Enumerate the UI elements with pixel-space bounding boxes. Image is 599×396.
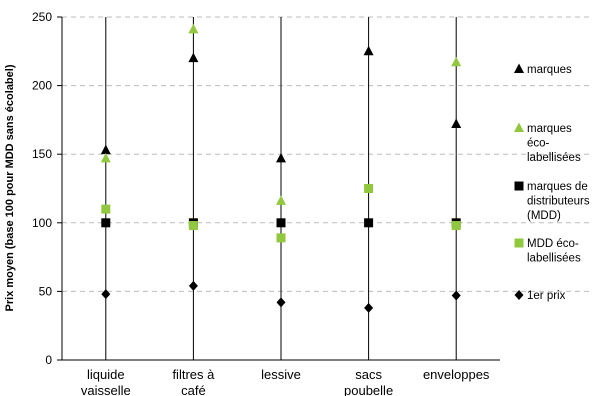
y-tick-label: 250 — [32, 10, 52, 24]
data-point — [363, 45, 374, 56]
data-point — [451, 290, 461, 301]
data-point — [188, 52, 199, 63]
data-point — [188, 280, 198, 291]
y-tick-label: 200 — [32, 79, 52, 93]
gridlines — [62, 16, 592, 292]
category-label: enveloppes — [423, 367, 490, 382]
legend-label: marques — [527, 64, 572, 76]
legend-marker — [514, 63, 524, 73]
category-label: lessive — [261, 367, 301, 382]
category-labels: liquide vaisselle filtres à café lessive sacs… — [81, 367, 490, 396]
legend-label: marques éco-labellisées — [527, 123, 581, 164]
axes — [57, 16, 500, 361]
legend: marques marques éco-labellisées marques de d… — [514, 63, 590, 302]
legend-marker — [514, 181, 524, 191]
y-axis-label: Prix moyen (base 100 pour MDD sans écola… — [4, 64, 16, 311]
y-tick-label: 50 — [39, 284, 53, 298]
data-point — [451, 221, 461, 231]
category-label: sacs poubelle — [344, 367, 393, 396]
data-point — [276, 152, 286, 163]
data-point — [188, 221, 198, 231]
legend-label: marques de distributeurs (MDD) — [527, 181, 590, 222]
y-tick-label: 0 — [45, 353, 52, 367]
data-point — [276, 218, 286, 228]
legend-marker — [514, 290, 524, 300]
data-point — [276, 233, 286, 243]
y-tick-labels: 0 50 100 150 200 250 — [32, 10, 52, 367]
y-tick-label: 150 — [32, 147, 52, 161]
y-tick-label: 100 — [32, 216, 52, 230]
data-point — [100, 144, 111, 155]
legend-label: MDD éco-labellisées — [527, 238, 581, 265]
data-point — [188, 23, 199, 34]
data-point — [364, 218, 374, 228]
data-point — [100, 152, 111, 163]
data-points — [100, 23, 462, 313]
data-point — [276, 297, 286, 308]
legend-label: 1er prix — [527, 290, 566, 302]
category-label: liquide vaisselle — [81, 367, 131, 396]
data-point — [364, 184, 374, 193]
legend-marker — [514, 238, 524, 248]
legend-marker — [514, 122, 524, 132]
category-label: filtres à café — [172, 367, 215, 396]
data-point — [451, 118, 462, 129]
data-point — [101, 218, 111, 228]
data-point — [364, 302, 374, 313]
data-point — [101, 289, 111, 300]
data-point — [276, 195, 286, 205]
data-point — [451, 56, 462, 67]
data-point — [101, 204, 111, 214]
